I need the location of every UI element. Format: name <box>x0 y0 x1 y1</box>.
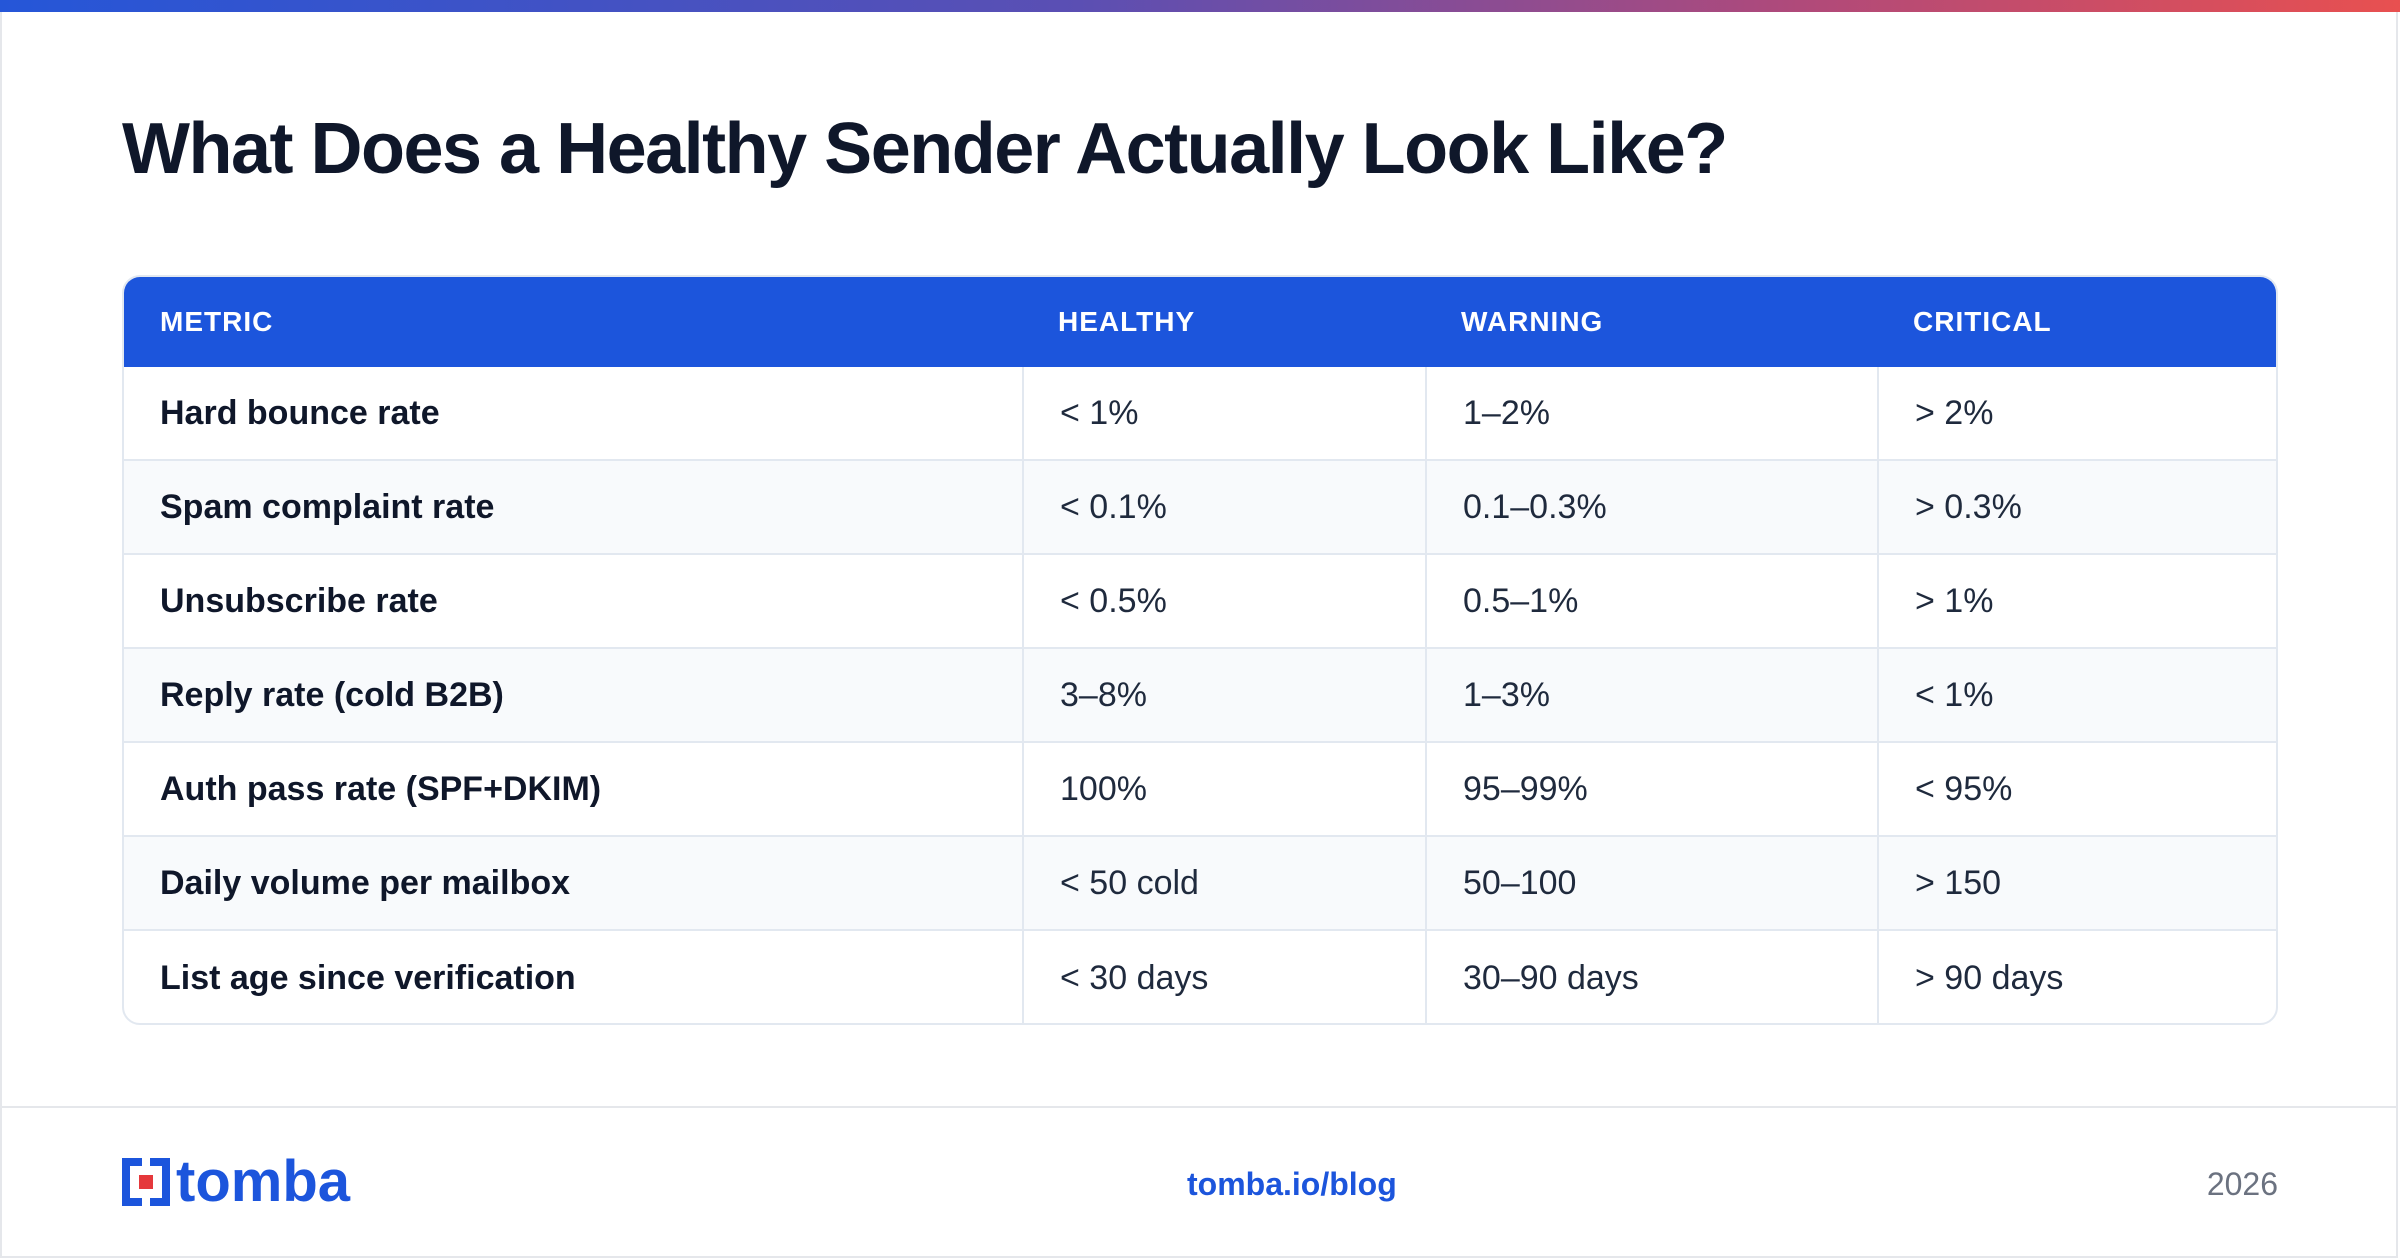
top-gradient-bar <box>0 0 2400 12</box>
card-frame <box>0 12 2398 1258</box>
critical-cell: > 90 days <box>1877 931 2276 1023</box>
tomba-logo-icon <box>122 1158 170 1206</box>
tomba-logo: tomba <box>122 1149 350 1214</box>
metric-cell: Hard bounce rate <box>160 393 440 432</box>
warning-cell: 50–100 <box>1425 837 1877 929</box>
table-row: Daily volume per mailbox < 50 cold 50–10… <box>124 837 2276 931</box>
metric-cell: Spam complaint rate <box>160 487 495 526</box>
critical-cell: > 1% <box>1877 555 2276 647</box>
table-row: Spam complaint rate < 0.1% 0.1–0.3% > 0.… <box>124 461 2276 555</box>
warning-cell: 0.5–1% <box>1425 555 1877 647</box>
warning-cell: 95–99% <box>1425 743 1877 835</box>
header-metric: METRIC <box>160 306 274 337</box>
warning-cell: 0.1–0.3% <box>1425 461 1877 553</box>
critical-cell: > 150 <box>1877 837 2276 929</box>
footer-divider <box>2 1106 2396 1108</box>
healthy-cell: 100% <box>1022 743 1425 835</box>
metric-cell: Reply rate (cold B2B) <box>160 675 504 714</box>
table-row: Hard bounce rate < 1% 1–2% > 2% <box>124 367 2276 461</box>
healthy-cell: < 30 days <box>1022 931 1425 1023</box>
metric-cell: Daily volume per mailbox <box>160 863 571 902</box>
header-warning: WARNING <box>1461 306 1604 337</box>
table-row: List age since verification < 30 days 30… <box>124 931 2276 1023</box>
warning-cell: 30–90 days <box>1425 931 1877 1023</box>
table-header-row: METRIC HEALTHY WARNING CRITICAL <box>124 277 2276 367</box>
critical-cell: > 0.3% <box>1877 461 2276 553</box>
page-title: What Does a Healthy Sender Actually Look… <box>122 109 1728 189</box>
header-critical: CRITICAL <box>1913 306 2052 337</box>
blog-link[interactable]: tomba.io/blog <box>1187 1166 1397 1202</box>
logo-wordmark: tomba <box>176 1149 350 1214</box>
metric-cell: Unsubscribe rate <box>160 581 438 620</box>
healthy-cell: < 50 cold <box>1022 837 1425 929</box>
critical-cell: > 2% <box>1877 367 2276 459</box>
healthy-cell: < 0.1% <box>1022 461 1425 553</box>
metric-cell: Auth pass rate (SPF+DKIM) <box>160 769 602 808</box>
healthy-cell: 3–8% <box>1022 649 1425 741</box>
critical-cell: < 95% <box>1877 743 2276 835</box>
metric-cell: List age since verification <box>160 958 576 997</box>
warning-cell: 1–3% <box>1425 649 1877 741</box>
footer-year: 2026 <box>2206 1166 2278 1202</box>
critical-cell: < 1% <box>1877 649 2276 741</box>
warning-cell: 1–2% <box>1425 367 1877 459</box>
healthy-cell: < 1% <box>1022 367 1425 459</box>
metrics-table: METRIC HEALTHY WARNING CRITICAL Hard bou… <box>122 275 2278 1025</box>
table-row: Reply rate (cold B2B) 3–8% 1–3% < 1% <box>124 649 2276 743</box>
table-row: Unsubscribe rate < 0.5% 0.5–1% > 1% <box>124 555 2276 649</box>
table-row: Auth pass rate (SPF+DKIM) 100% 95–99% < … <box>124 743 2276 837</box>
header-healthy: HEALTHY <box>1058 306 1196 337</box>
healthy-cell: < 0.5% <box>1022 555 1425 647</box>
